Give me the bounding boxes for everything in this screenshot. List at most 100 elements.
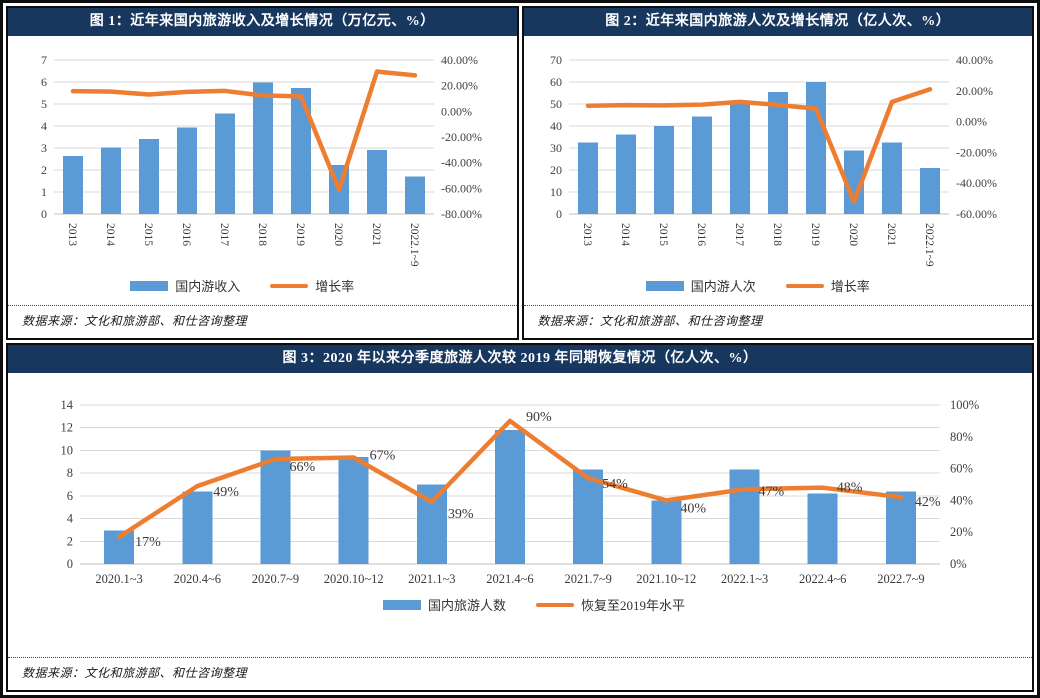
svg-text:30: 30 [550, 141, 562, 155]
axis-labels: 14 12 10 8 6 4 2 0 100% 80% 60% 40% 20% 0% [60, 398, 979, 571]
figure2-title: 图 2：近年来国内旅游人次及增长情况（亿人次、%） [523, 8, 1032, 36]
figure2-source: 数据来源：文化和旅游部、和仕咨询整理 [523, 305, 1032, 338]
svg-text:66%: 66% [289, 460, 315, 475]
svg-text:-40.00%: -40.00% [956, 176, 997, 190]
svg-text:2014: 2014 [619, 223, 631, 246]
figure1-source: 数据来源：文化和旅游部、和仕咨询整理 [8, 305, 517, 338]
line-series-swatch [270, 283, 309, 288]
svg-text:39%: 39% [447, 507, 473, 522]
svg-text:20: 20 [550, 163, 562, 177]
svg-text:2021.7~9: 2021.7~9 [564, 572, 611, 586]
svg-text:40.00%: 40.00% [441, 53, 478, 67]
svg-text:2021: 2021 [370, 223, 382, 246]
svg-text:-20.00%: -20.00% [441, 130, 482, 144]
svg-text:4: 4 [41, 119, 47, 133]
legend-label-growth: 增长率 [830, 279, 870, 294]
svg-text:5: 5 [41, 97, 47, 111]
svg-text:-60.00%: -60.00% [956, 207, 997, 221]
svg-text:0.00%: 0.00% [441, 104, 472, 118]
svg-text:0: 0 [41, 207, 47, 221]
figure2-panel: 图 2：近年来国内旅游人次及增长情况（亿人次、%） 70 60 50 40 30 20 10… [521, 6, 1034, 340]
svg-text:2017: 2017 [733, 223, 745, 246]
svg-text:2015: 2015 [142, 223, 154, 246]
svg-text:2020: 2020 [332, 223, 344, 246]
svg-text:7: 7 [41, 53, 47, 67]
svg-text:2019: 2019 [294, 223, 306, 246]
svg-text:40%: 40% [950, 493, 973, 507]
top-figures-row: 图 1：近年来国内旅游收入及增长情况（万亿元、%） 7 6 5 4 3 2 1 0 40.00%… [6, 6, 1034, 340]
svg-text:-40.00%: -40.00% [441, 156, 482, 170]
svg-text:100%: 100% [950, 398, 979, 412]
svg-text:2020.1~3: 2020.1~3 [95, 572, 142, 586]
legend-item-trips: 国内游人次 [645, 276, 756, 295]
svg-text:2013: 2013 [66, 223, 78, 246]
figure2-combo-chart: 70 60 50 40 30 20 10 0 40.00% 20.00% 0.00% -20.00% -… [550, 53, 997, 267]
svg-text:40: 40 [550, 119, 562, 133]
figure3-title: 图 3：2020 年以来分季度旅游人次较 2019 年同期恢复情况（亿人次、%） [8, 345, 1032, 373]
figure1-chart: 7 6 5 4 3 2 1 0 40.00% 20.00% 0.00% -20.00% -40.00% -… [8, 36, 517, 295]
svg-text:20.00%: 20.00% [441, 79, 478, 93]
growth-line [586, 87, 933, 205]
svg-text:2019: 2019 [809, 223, 821, 246]
svg-text:20%: 20% [950, 525, 973, 539]
figure3-legend: 国内旅游人数 恢复至2019年水平 [22, 595, 1040, 614]
figure2-legend: 国内游人次 增长率 [504, 276, 1013, 295]
svg-text:47%: 47% [758, 484, 784, 499]
svg-text:0%: 0% [950, 557, 967, 571]
svg-text:2018: 2018 [771, 223, 783, 246]
svg-text:10: 10 [60, 443, 73, 457]
bar-series [62, 82, 425, 214]
svg-text:2013: 2013 [581, 223, 593, 246]
svg-text:48%: 48% [836, 481, 862, 496]
legend-item-revenue: 国内游收入 [130, 276, 240, 295]
svg-text:10: 10 [550, 185, 562, 199]
svg-text:17%: 17% [135, 535, 161, 550]
svg-text:4: 4 [66, 512, 73, 526]
growth-line [70, 69, 417, 192]
svg-text:12: 12 [60, 421, 73, 435]
svg-text:80%: 80% [950, 430, 973, 444]
svg-text:2021.4~6: 2021.4~6 [486, 572, 533, 586]
legend-item-tourists: 国内旅游人数 [382, 595, 506, 614]
svg-text:54%: 54% [602, 477, 628, 492]
legend-label-growth: 增长率 [315, 279, 355, 294]
bar-series [578, 81, 941, 214]
figure1-legend: 国内游收入 增长率 [0, 276, 497, 295]
legend-label-tourists: 国内旅游人数 [427, 598, 506, 613]
svg-text:40%: 40% [680, 501, 706, 516]
legend-item-recovery: 恢复至2019年水平 [536, 595, 685, 614]
bar-series [103, 429, 916, 564]
figure3-source: 数据来源：文化和旅游部、和仕咨询整理 [8, 657, 1032, 690]
figure1-title: 图 1：近年来国内旅游收入及增长情况（万亿元、%） [8, 8, 517, 36]
svg-text:2022.7~9: 2022.7~9 [877, 572, 924, 586]
svg-text:8: 8 [66, 466, 72, 480]
figure3-chart: 14 12 10 8 6 4 2 0 100% 80% 60% 40% 20% 0% 2020.1~3 202… [8, 373, 1032, 614]
figure3-panel: 图 3：2020 年以来分季度旅游人次较 2019 年同期恢复情况（亿人次、%）… [6, 343, 1034, 692]
svg-text:6: 6 [41, 75, 47, 89]
svg-text:70: 70 [550, 53, 562, 67]
svg-text:40.00%: 40.00% [956, 53, 993, 67]
svg-text:-20.00%: -20.00% [956, 145, 997, 159]
svg-text:2014: 2014 [104, 223, 116, 246]
x-axis-labels: 2020.1~3 2020.4~6 2020.7~9 2020.10~12 2021.1… [95, 572, 924, 586]
x-axis-labels: 2013 2014 2015 2016 2017 2018 2019 2020 2021 2022… [581, 223, 935, 267]
svg-text:2020.10~12: 2020.10~12 [323, 572, 383, 586]
svg-text:2015: 2015 [657, 223, 669, 246]
svg-text:2020: 2020 [847, 223, 859, 246]
svg-text:3: 3 [41, 141, 47, 155]
svg-text:2016: 2016 [180, 223, 192, 246]
figure2-chart: 70 60 50 40 30 20 10 0 40.00% 20.00% 0.00% -20.00% -… [524, 36, 1033, 295]
svg-text:50: 50 [550, 97, 562, 111]
svg-text:1: 1 [41, 185, 47, 199]
svg-text:2020.4~6: 2020.4~6 [173, 572, 220, 586]
svg-text:-80.00%: -80.00% [441, 207, 482, 221]
svg-text:20.00%: 20.00% [956, 84, 993, 98]
svg-text:60: 60 [550, 75, 562, 89]
legend-label-recovery: 恢复至2019年水平 [581, 598, 686, 613]
svg-text:2017: 2017 [218, 223, 230, 246]
svg-text:6: 6 [66, 489, 72, 503]
svg-text:2022.1~9: 2022.1~9 [408, 223, 420, 267]
svg-text:2021.1~3: 2021.1~3 [408, 572, 455, 586]
